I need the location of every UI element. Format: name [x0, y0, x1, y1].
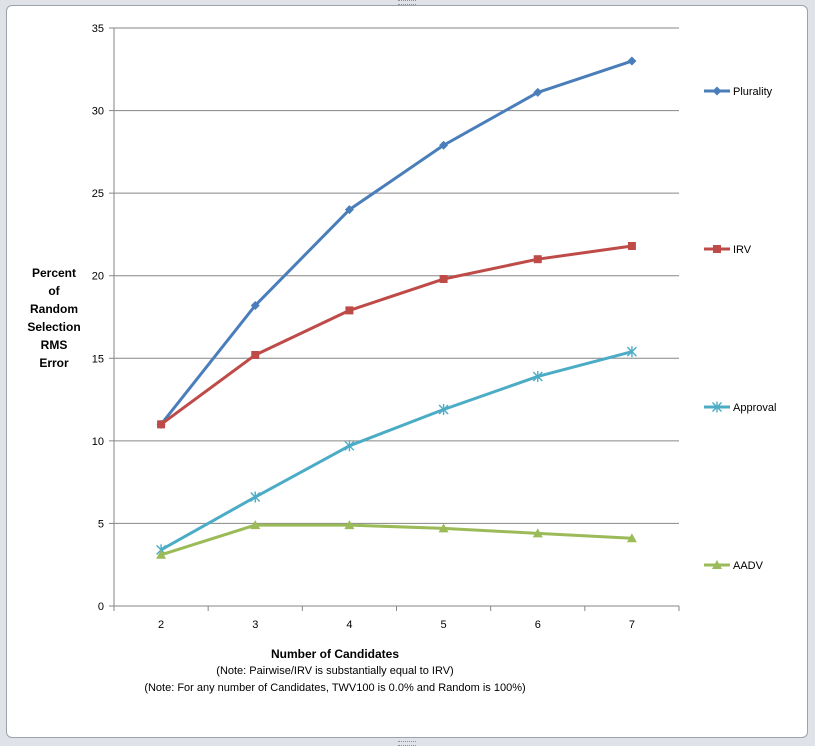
- y-tick-label: 10: [92, 436, 104, 448]
- y-tick-label: 25: [92, 188, 104, 200]
- series-line: [160, 350, 633, 552]
- data-point: [626, 346, 637, 358]
- data-point: [627, 56, 637, 66]
- axes: 0 5 10 15 20 25 30 35 2 3 4 5 6 7: [92, 23, 680, 631]
- data-point: [250, 300, 260, 310]
- legend-label: AADV: [733, 560, 764, 572]
- x-tick-label: 7: [629, 619, 635, 631]
- legend-item-approval: Approval: [704, 401, 776, 414]
- legend-marker: [713, 245, 721, 253]
- series-line: [160, 244, 633, 426]
- y-axis-title: Percent of Random Selection RMS Error: [27, 266, 80, 370]
- data-point: [532, 370, 543, 382]
- legend: Plurality IRV Approval AADV: [704, 86, 776, 572]
- legend-label: IRV: [733, 244, 752, 256]
- x-tick-label: 2: [158, 619, 164, 631]
- data-point: [157, 420, 166, 429]
- data-point: [532, 528, 543, 538]
- legend-item-aadv: AADV: [704, 560, 764, 572]
- legend-label: Approval: [733, 402, 776, 414]
- legend-item-irv: IRV: [704, 244, 752, 256]
- data-point: [438, 403, 449, 415]
- window-resize-grip-top[interactable]: [398, 0, 416, 5]
- legend-item-plurality: Plurality: [704, 86, 773, 98]
- y-tick-label: 30: [92, 106, 104, 118]
- data-point: [345, 306, 354, 315]
- x-tick-label: 5: [441, 619, 447, 631]
- data-point: [439, 275, 448, 284]
- chart-area: [6, 5, 808, 738]
- x-tick-label: 4: [346, 619, 352, 631]
- data-point: [250, 491, 261, 503]
- series-approval: [156, 346, 637, 556]
- x-tick-label: 6: [535, 619, 541, 631]
- y-axis-title-line: RMS: [41, 338, 68, 352]
- data-point: [439, 140, 449, 150]
- x-tick-label: 3: [252, 619, 258, 631]
- data-point: [344, 520, 355, 530]
- x-axis-title: Number of Candidates: [271, 647, 399, 661]
- data-point: [626, 533, 637, 543]
- series-lines: [156, 56, 637, 559]
- y-axis-title-line: Percent: [32, 266, 76, 280]
- y-axis-title-line: Random: [30, 302, 78, 316]
- legend-marker: [712, 401, 722, 413]
- note-pairwise: (Note: Pairwise/IRV is substantially equ…: [216, 665, 453, 677]
- data-point: [438, 523, 449, 533]
- data-point: [156, 549, 167, 559]
- data-point: [344, 440, 355, 452]
- y-axis-title-line: Selection: [27, 320, 80, 334]
- y-axis-title-line: of: [48, 284, 60, 298]
- legend-marker: [712, 560, 722, 569]
- series-line: [159, 59, 633, 426]
- legend-marker: [712, 86, 722, 96]
- y-tick-label: 5: [98, 518, 104, 530]
- y-tick-label: 0: [98, 601, 104, 613]
- data-point: [627, 241, 636, 250]
- data-point: [250, 520, 261, 530]
- series-line: [160, 523, 632, 557]
- y-tick-label: 35: [92, 23, 104, 35]
- legend-label: Plurality: [733, 86, 773, 98]
- data-point: [344, 205, 354, 215]
- series-irv: [157, 241, 636, 429]
- data-point: [533, 87, 543, 97]
- data-point: [533, 255, 542, 264]
- series-aadv: [156, 520, 637, 559]
- y-tick-label: 20: [92, 271, 104, 283]
- y-tick-label: 15: [92, 353, 104, 365]
- note-twv100: (Note: For any number of Candidates, TWV…: [144, 682, 525, 694]
- y-axis-title-line: Error: [39, 356, 69, 370]
- gridlines: [114, 27, 679, 524]
- data-point: [251, 350, 260, 359]
